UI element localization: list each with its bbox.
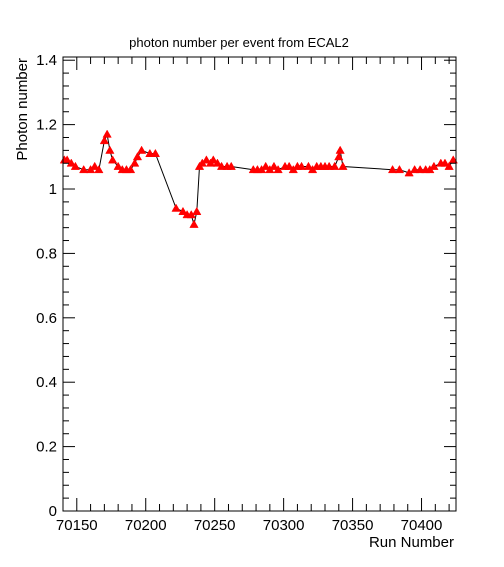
data-point [303, 161, 314, 170]
data-point [334, 152, 344, 161]
y-tick-label: 0 [49, 503, 57, 520]
data-point [269, 161, 279, 170]
x-axis-label: Run Number [369, 534, 454, 551]
x-tick-label: 70400 [401, 517, 443, 534]
data-point [387, 164, 398, 174]
data-point [150, 148, 161, 157]
data-point [338, 161, 348, 170]
x-tick-label: 70300 [263, 517, 305, 534]
data-point [99, 136, 109, 145]
data-point [70, 161, 81, 170]
y-tick-label: 0.6 [36, 310, 57, 327]
data-point [102, 129, 112, 138]
data-point [429, 161, 439, 170]
x-tick-label: 70250 [194, 517, 236, 534]
data-point [208, 155, 218, 164]
x-tick-label: 70150 [56, 517, 98, 534]
data-point [113, 161, 123, 170]
y-tick-label: 1 [49, 181, 57, 198]
data-point [212, 158, 223, 167]
data-point [178, 206, 188, 215]
data-point [105, 145, 115, 154]
data-point [444, 161, 454, 170]
data-point [66, 158, 76, 167]
data-point [132, 152, 143, 161]
data-point [130, 158, 140, 167]
y-axis-label: Photon number [14, 58, 31, 161]
data-point [226, 161, 236, 170]
data-point [273, 164, 283, 174]
data-point [284, 161, 294, 170]
y-tick-label: 0.2 [36, 439, 57, 456]
data-point [201, 155, 212, 164]
x-tick-label: 70200 [125, 517, 167, 534]
x-tick-label: 70350 [332, 517, 374, 534]
data-point [136, 145, 147, 154]
y-tick-label: 0.8 [36, 245, 57, 262]
y-tick-label: 0.4 [36, 374, 57, 391]
data-point [330, 161, 340, 170]
data-point [394, 164, 405, 174]
data-point [440, 158, 450, 167]
data-point [171, 203, 181, 212]
data-point [261, 161, 271, 170]
data-point [189, 219, 199, 228]
y-tick-label: 1.2 [36, 117, 57, 134]
data-point [79, 164, 89, 174]
data-point [108, 155, 118, 164]
data-point [192, 206, 202, 215]
data-point [296, 161, 307, 170]
data-point [94, 164, 104, 174]
ticks-layer: 70150 70200 70250 70300 70350 70400 0 0.2 0.4 0.6… [36, 52, 456, 534]
data-point [125, 164, 136, 174]
y-tick-label: 1.4 [36, 52, 57, 69]
data-point [90, 161, 100, 170]
plot-frame [62, 56, 457, 512]
data-point [335, 145, 345, 154]
plot-layer [59, 129, 458, 228]
chart-title: photon number per event from ECAL2 [129, 35, 349, 50]
